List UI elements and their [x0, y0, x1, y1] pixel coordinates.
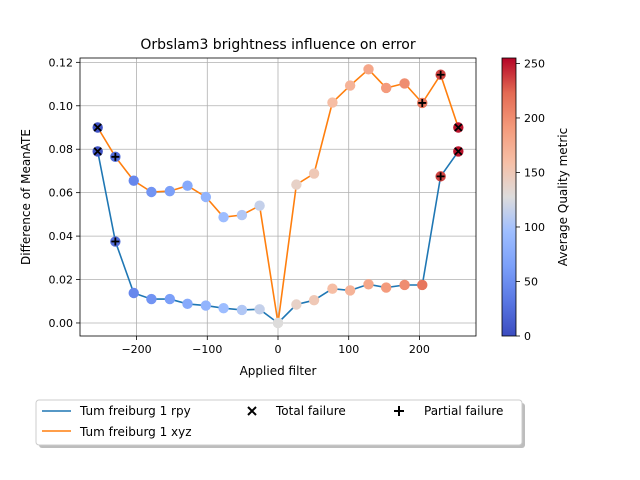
- data-point-xyz: [363, 64, 374, 75]
- colorbar-tick-label: 200: [524, 112, 545, 125]
- y-tick-label: 0.04: [49, 230, 74, 243]
- colorbar-tick-label: 50: [524, 275, 538, 288]
- y-axis-label: Difference of MeanATE: [19, 129, 33, 265]
- x-tick-label: 200: [409, 343, 430, 356]
- partial-failure-marker: [436, 172, 445, 181]
- colorbar-tick-label: 0: [524, 330, 531, 343]
- data-point-xyz: [200, 191, 212, 203]
- data-point-xyz: [128, 175, 139, 186]
- data-point-xyz: [236, 209, 248, 221]
- total-failure-marker: [93, 123, 102, 132]
- data-point-rpy: [236, 304, 248, 316]
- x-tick-label: 0: [275, 343, 282, 356]
- data-point-rpy: [399, 279, 410, 291]
- x-tick-label: −200: [121, 343, 151, 356]
- legend-label-partial-failure: Partial failure: [424, 404, 503, 418]
- colorbar-tick-label: 250: [524, 57, 545, 70]
- partial-failure-marker: [111, 152, 120, 161]
- data-point-xyz: [344, 80, 356, 91]
- x-axis-label: Applied filter: [240, 364, 317, 378]
- y-axis-ticks: 0.00 0.02 0.04 0.06 0.08 0.10 0.12: [49, 56, 80, 330]
- data-point-xyz: [291, 179, 302, 190]
- partial-failure-marker: [436, 70, 445, 79]
- y-tick-label: 0.06: [49, 187, 74, 200]
- data-point-rpy: [128, 287, 139, 299]
- data-point-xyz: [399, 78, 410, 89]
- y-tick-label: 0.02: [49, 274, 74, 287]
- failure-markers: [93, 70, 463, 246]
- colorbar-tick-label: 150: [524, 166, 545, 179]
- y-tick-label: 0.12: [49, 56, 74, 69]
- x-tick-label: 100: [338, 343, 359, 356]
- legend: Tum freiburg 1 rpy Tum freiburg 1 xyz To…: [35, 399, 525, 448]
- colorbar-tick-label: 100: [524, 221, 545, 234]
- partial-failure-marker: [111, 237, 120, 246]
- x-axis-ticks: −200 −100 0 100 200: [121, 336, 430, 356]
- chart-title: Orbslam3 brightness influence on error: [140, 37, 415, 53]
- total-failure-marker: [454, 147, 463, 156]
- data-point-xyz: [146, 186, 157, 198]
- data-point-rpy: [182, 298, 193, 310]
- y-tick-label: 0.08: [49, 143, 74, 156]
- data-point-xyz: [182, 180, 193, 191]
- data-point-xyz: [218, 211, 229, 223]
- data-point-rpy: [327, 283, 338, 294]
- data-point-rpy: [344, 285, 356, 296]
- legend-label-total-failure: Total failure: [275, 404, 346, 418]
- colorbar-gradient: [501, 57, 517, 337]
- data-point-rpy: [200, 300, 212, 311]
- legend-partial-failure-marker: [394, 406, 404, 416]
- data-point-xyz: [308, 168, 320, 179]
- colorbar-label: Average Quality metric: [556, 128, 570, 266]
- y-tick-label: 0.10: [49, 100, 74, 113]
- data-point-xyz: [380, 82, 392, 94]
- data-point-xyz: [327, 97, 338, 108]
- colorbar-ticks: 0 50 100 150 200 250: [516, 57, 545, 343]
- legend-label-xyz: Tum freiburg 1 xyz: [79, 425, 192, 439]
- total-failure-marker: [454, 123, 463, 132]
- y-tick-label: 0.00: [49, 317, 74, 330]
- colorbar: 0 50 100 150 200 250 Average Quality metric: [501, 57, 570, 343]
- data-point-xyz: [272, 317, 284, 329]
- x-tick-label: −100: [192, 343, 222, 356]
- data-point-xyz: [254, 200, 265, 211]
- total-failure-marker: [93, 147, 102, 156]
- data-point-rpy: [164, 293, 176, 305]
- data-point-rpy: [218, 303, 229, 314]
- data-point-rpy: [363, 279, 374, 290]
- partial-failure-marker: [418, 98, 427, 107]
- data-point-rpy: [146, 293, 157, 305]
- data-point-rpy: [254, 304, 265, 315]
- data-point-rpy: [380, 282, 392, 293]
- data-point-rpy: [291, 299, 302, 310]
- legend-total-failure-marker: [247, 406, 257, 416]
- data-point-rpy: [308, 294, 320, 306]
- data-point-rpy: [417, 279, 428, 291]
- legend-label-rpy: Tum freiburg 1 rpy: [79, 404, 191, 418]
- data-point-xyz: [164, 185, 176, 197]
